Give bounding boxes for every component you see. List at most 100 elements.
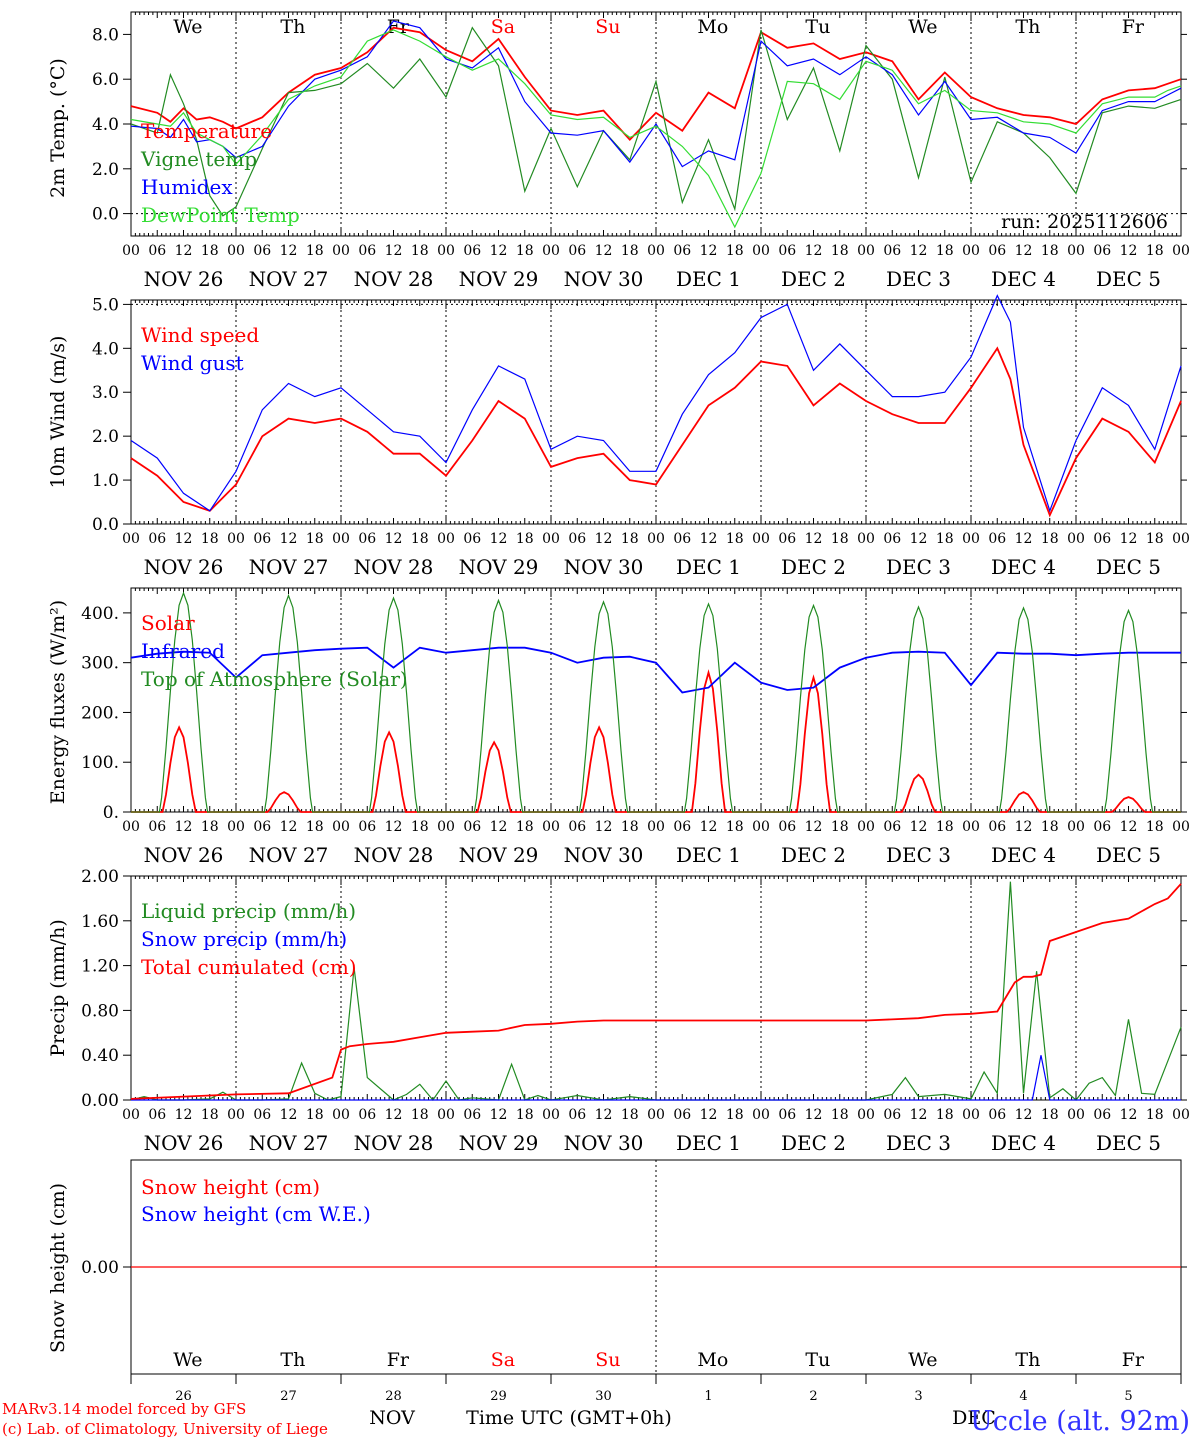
hour-label: 18 (201, 819, 219, 835)
bottom-day-number: 28 (385, 1389, 402, 1404)
hour-label: 12 (805, 531, 823, 547)
legend-entry: Vigne temp (140, 147, 257, 171)
weekday-label: We (173, 16, 202, 38)
y-tick-label: 0.40 (81, 1046, 119, 1066)
hour-label: 18 (411, 1107, 429, 1123)
y-tick-label: 2.0 (92, 427, 119, 447)
hour-label: 12 (910, 243, 928, 259)
hour-label: 18 (831, 243, 849, 259)
hour-label: 06 (148, 819, 166, 835)
hour-label: 00 (1172, 1107, 1190, 1123)
weekday-label: Su (595, 16, 620, 38)
hour-label: 00 (647, 243, 665, 259)
hour-label: 00 (1067, 1107, 1085, 1123)
y-tick-label: 0.00 (81, 1091, 119, 1111)
hour-label: 06 (988, 1107, 1006, 1123)
hour-label: 12 (700, 819, 718, 835)
hour-label: 18 (936, 243, 954, 259)
weekday-label: Sa (491, 1349, 515, 1371)
hour-label: 06 (253, 819, 271, 835)
hour-label: 06 (673, 243, 691, 259)
hour-label: 00 (332, 531, 350, 547)
date-label: NOV 29 (459, 843, 539, 867)
date-label: DEC 1 (676, 843, 741, 867)
date-label: DEC 3 (886, 267, 951, 291)
hour-label: 00 (332, 243, 350, 259)
hour-label: 00 (437, 819, 455, 835)
legend-entry: Infrared (141, 639, 225, 663)
hour-label: 00 (437, 531, 455, 547)
y-tick-label: 5.0 (92, 295, 119, 315)
legend-entry: DewPoint Temp (141, 203, 300, 227)
date-label: NOV 30 (564, 1131, 644, 1155)
hour-label: 12 (595, 819, 613, 835)
hour-label: 18 (306, 1107, 324, 1123)
hour-label: 00 (857, 531, 875, 547)
weekday-label: Tu (805, 16, 830, 38)
weekday-label: Mo (697, 1349, 728, 1371)
series-line-wind-speed (130, 346, 1182, 518)
legend-entry: Liquid precip (mm/h) (141, 899, 356, 923)
hour-label: 00 (122, 819, 140, 835)
hour-label: 00 (857, 819, 875, 835)
hour-label: 12 (175, 531, 193, 547)
date-label: NOV 26 (144, 843, 224, 867)
weekday-label: We (173, 1349, 202, 1371)
bottom-day-number: 29 (490, 1389, 507, 1404)
y-tick-label: 0.0 (92, 205, 119, 225)
legend-entry: Wind speed (141, 323, 259, 347)
legend-entry: Snow height (cm W.E.) (141, 1202, 371, 1226)
hour-label: 06 (358, 819, 376, 835)
panel-temperature: 0.0 2.0 4.0 6.0 8.0 2m Temp. (°C) 00 06 12 18 00 06… (47, 11, 1190, 291)
bottom-day-number: 5 (1124, 1389, 1132, 1404)
y-tick-label: 2.0 (92, 160, 119, 180)
hour-label: 18 (411, 819, 429, 835)
y-axis-label: Energy fluxes (W/m²) (47, 600, 69, 804)
hour-label: 18 (306, 819, 324, 835)
hour-label: 00 (962, 1107, 980, 1123)
bottom-day-number: 4 (1019, 1389, 1027, 1404)
hour-label: 12 (490, 1107, 508, 1123)
hour-label: 18 (201, 1107, 219, 1123)
hour-label: 06 (148, 1107, 166, 1123)
y-tick-label: 1.20 (81, 957, 119, 977)
date-label: DEC 3 (886, 1131, 951, 1155)
hour-label: 00 (647, 1107, 665, 1123)
hour-label: 12 (1015, 531, 1033, 547)
hour-label: 00 (647, 531, 665, 547)
hour-label: 06 (778, 243, 796, 259)
hour-label: 06 (988, 531, 1006, 547)
hour-label: 12 (385, 243, 403, 259)
series-line-liquid-precip-mm-h (130, 881, 1182, 1101)
series-line-dewpoint-temp (130, 29, 1182, 229)
hour-label: 18 (1041, 1107, 1059, 1123)
date-label: NOV 30 (564, 843, 644, 867)
hour-label: 18 (621, 243, 639, 259)
bottom-day-number: 3 (914, 1389, 922, 1404)
hour-label: 12 (280, 1107, 298, 1123)
hour-label: 00 (857, 243, 875, 259)
y-tick-label: 0.00 (81, 1258, 119, 1278)
hour-label: 18 (1146, 819, 1164, 835)
hour-label: 18 (306, 531, 324, 547)
hour-label: 12 (280, 819, 298, 835)
hour-label: 12 (1015, 819, 1033, 835)
date-label: DEC 2 (781, 555, 846, 579)
y-tick-label: 1.0 (92, 471, 119, 491)
date-label: NOV 27 (249, 1131, 329, 1155)
hour-label: 12 (175, 819, 193, 835)
date-label: NOV 27 (249, 555, 329, 579)
bottom-day-number: 2 (809, 1389, 817, 1404)
weekday-label: Fr (387, 1349, 410, 1371)
series-line-vigne-temp (130, 26, 1182, 217)
hour-label: 06 (1093, 819, 1111, 835)
hour-label: 12 (385, 1107, 403, 1123)
weekday-label: We (908, 16, 937, 38)
legend-entry: Total cumulated (cm) (141, 955, 357, 979)
hour-label: 00 (227, 1107, 245, 1123)
hour-label: 00 (962, 531, 980, 547)
hour-label: 18 (726, 531, 744, 547)
y-axis-label: Snow height (cm) (47, 1183, 69, 1353)
date-label: DEC 5 (1096, 843, 1161, 867)
hour-label: 06 (253, 243, 271, 259)
